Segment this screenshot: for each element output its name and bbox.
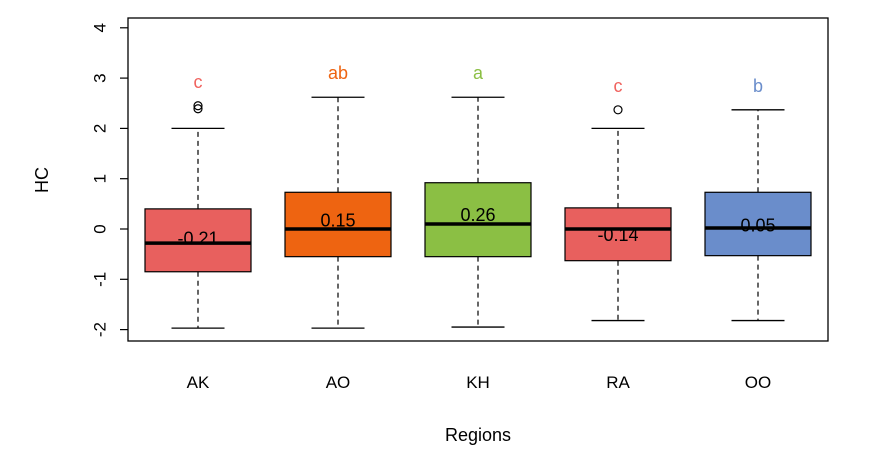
y-tick-label: 3	[91, 73, 110, 82]
x-axis-title: Regions	[445, 425, 511, 445]
x-tick-label-ak: AK	[187, 373, 210, 392]
mean-label-ao: 0.15	[320, 210, 355, 230]
box-group-oo: 0.05 b	[704, 76, 812, 322]
box-ak	[144, 208, 252, 273]
box-kh	[424, 182, 532, 258]
x-tick-label-oo: OO	[745, 373, 771, 392]
significance-letter-ao: ab	[328, 63, 348, 83]
box-ao	[284, 191, 392, 258]
box-group-ra: -0.14 c	[564, 76, 672, 322]
y-tick-label: 2	[91, 124, 110, 133]
y-axis: -2 -1 0 1 2 3 4	[91, 23, 128, 337]
box-group-kh: 0.26 a	[424, 63, 532, 328]
y-tick-label: 4	[91, 23, 110, 32]
significance-letter-kh: a	[473, 63, 484, 83]
box-group-ao: 0.15 ab	[284, 63, 392, 329]
x-tick-label-ao: AO	[326, 373, 351, 392]
boxes-layer: -0.21 c 0.15 ab 0.26 a -0.14 c 0.05 b	[144, 63, 812, 329]
x-tick-label-kh: KH	[466, 373, 490, 392]
box-ra	[564, 207, 672, 262]
x-tick-label-ra: RA	[606, 373, 630, 392]
outlier-point-ra	[613, 105, 623, 115]
plot-frame	[127, 17, 829, 342]
mean-label-ak: -0.21	[177, 229, 218, 249]
significance-letter-oo: b	[753, 76, 763, 96]
y-tick-label: 1	[91, 174, 110, 183]
outlier-point-ak	[193, 104, 203, 114]
mean-label-oo: 0.05	[740, 215, 775, 235]
y-axis-title: HC	[32, 167, 52, 193]
outlier-point-ak	[193, 101, 203, 111]
y-tick-label: -2	[91, 322, 110, 337]
y-tick-label: 0	[91, 224, 110, 233]
mean-label-kh: 0.26	[460, 205, 495, 225]
y-tick-label: -1	[91, 272, 110, 287]
box-group-ak: -0.21 c	[144, 72, 252, 329]
box-oo	[704, 191, 812, 257]
mean-label-ra: -0.14	[597, 225, 638, 245]
x-axis: AK AO KH RA OO	[187, 373, 772, 392]
significance-letter-ak: c	[194, 72, 203, 92]
significance-letter-ra: c	[614, 76, 623, 96]
